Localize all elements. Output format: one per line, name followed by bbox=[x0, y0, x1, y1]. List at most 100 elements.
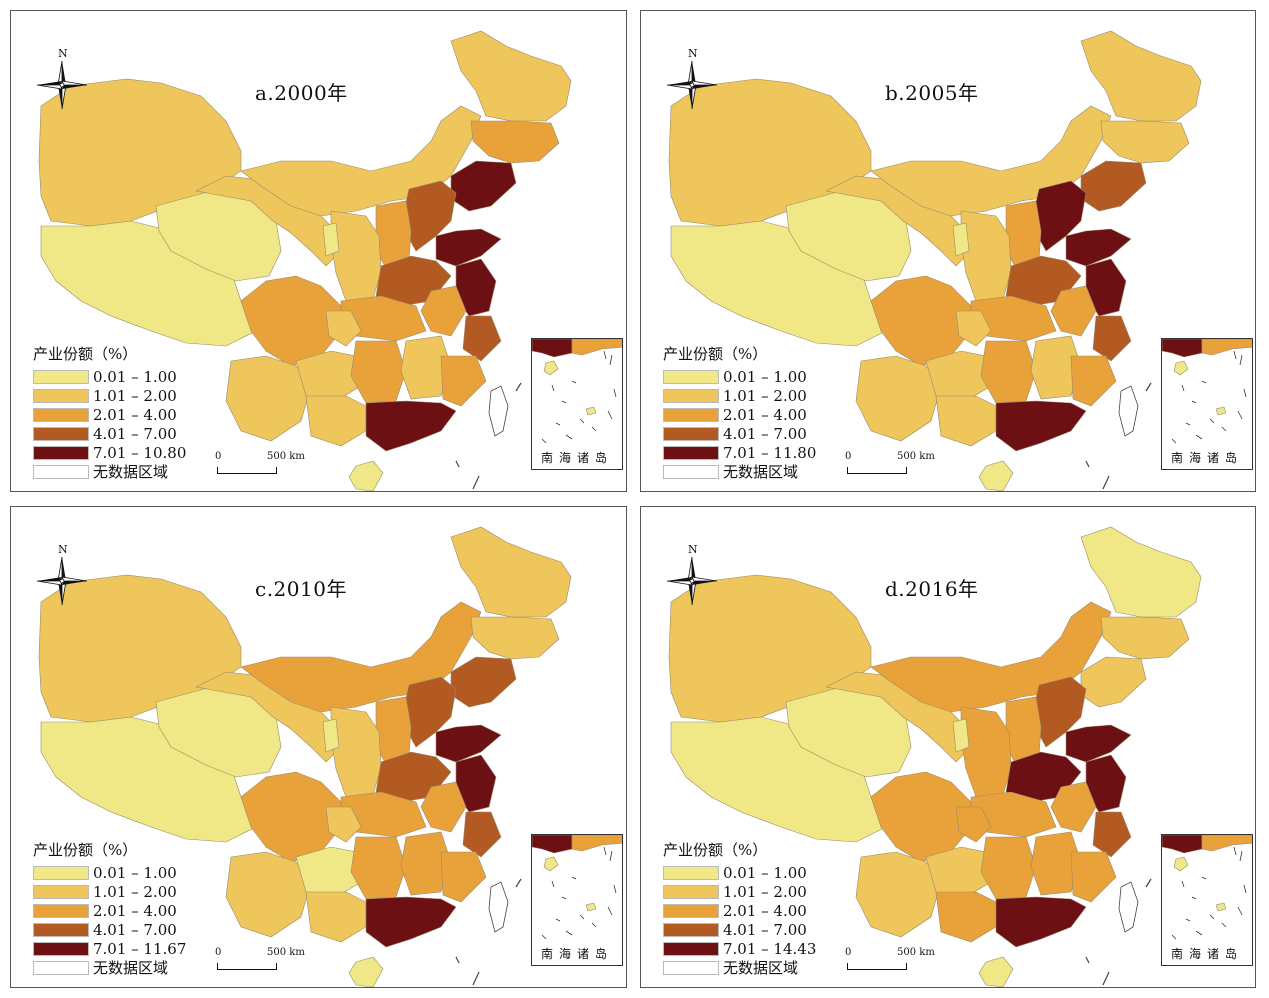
legend-item: 0.01 – 1.00 bbox=[33, 863, 186, 882]
legend-swatch bbox=[33, 426, 89, 441]
legend-label: 无数据区域 bbox=[93, 463, 169, 481]
province-jiangxi bbox=[400, 335, 452, 400]
legend-label: 0.01 – 1.00 bbox=[723, 367, 807, 386]
province-zhejiang bbox=[462, 315, 502, 362]
province-yunnan bbox=[225, 851, 312, 938]
legend-item: 0.01 – 1.00 bbox=[663, 863, 816, 882]
island-mark bbox=[1102, 475, 1110, 490]
province-chongqing bbox=[325, 806, 362, 843]
province-guangxi bbox=[305, 395, 367, 447]
scale-distance: 500 km bbox=[267, 451, 305, 462]
province-taiwan bbox=[488, 385, 509, 437]
island-mark bbox=[515, 878, 522, 888]
china-map bbox=[668, 526, 1202, 987]
scale-zero: 0 bbox=[845, 451, 852, 462]
province-yunnan bbox=[855, 851, 942, 938]
legend-label: 7.01 – 10.80 bbox=[93, 443, 187, 462]
legend-swatch bbox=[33, 903, 89, 918]
scale-distance: 500 km bbox=[267, 947, 305, 958]
province-heilongjiang bbox=[450, 30, 572, 122]
scale-zero: 0 bbox=[845, 947, 852, 958]
province-jilin bbox=[1100, 616, 1190, 660]
province-yunnan bbox=[225, 355, 312, 442]
province-hainan bbox=[348, 460, 384, 491]
legend-label: 无数据区域 bbox=[723, 463, 799, 481]
legend-label: 7.01 – 14.43 bbox=[723, 939, 817, 958]
legend-item: 1.01 – 2.00 bbox=[33, 882, 186, 901]
province-hainan bbox=[348, 956, 384, 987]
scale-distance: 500 km bbox=[897, 947, 935, 958]
province-anhui bbox=[420, 285, 467, 337]
province-ningxia bbox=[322, 222, 340, 257]
legend-item: 1.01 – 2.00 bbox=[663, 882, 816, 901]
legend-item: 4.01 – 7.00 bbox=[33, 424, 186, 443]
legend-label: 0.01 – 1.00 bbox=[93, 367, 177, 386]
legend-label: 2.01 – 4.00 bbox=[723, 405, 807, 424]
north-arrow-icon: N bbox=[667, 543, 717, 607]
province-fujian bbox=[1070, 355, 1117, 407]
map-title: a.2000年 bbox=[255, 81, 348, 105]
legend-swatch bbox=[663, 941, 719, 956]
inset-label: 南海诸岛 bbox=[540, 451, 613, 465]
province-ningxia bbox=[952, 718, 970, 753]
map-panel-c: c.2010年 N 产业份额（%） 0.01 – 1.00 1.01 – 2.00 2.0… bbox=[10, 506, 627, 988]
legend-label: 1.01 – 2.00 bbox=[723, 882, 807, 901]
legend-swatch bbox=[33, 960, 89, 975]
map-panel-a: a.2000年 N 产业份额（%） 0.01 – 1.00 1.01 – 2.00 2.0… bbox=[10, 10, 627, 492]
province-heilongjiang bbox=[1080, 30, 1202, 122]
legend-label: 无数据区域 bbox=[723, 959, 799, 977]
legend-item-nodata: 无数据区域 bbox=[33, 958, 186, 977]
legend-label: 4.01 – 7.00 bbox=[723, 424, 807, 443]
province-hunan bbox=[350, 340, 407, 404]
province-heilongjiang bbox=[450, 526, 572, 618]
legend-label: 7.01 – 11.80 bbox=[723, 443, 817, 462]
province-taiwan bbox=[1118, 881, 1139, 933]
scale-bar: 0 500 km bbox=[845, 451, 955, 479]
legend-swatch bbox=[33, 865, 89, 880]
legend-label: 1.01 – 2.00 bbox=[93, 882, 177, 901]
map-panel-b: b.2005年 N 产业份额（%） 0.01 – 1.00 1.01 – 2.00 2.0… bbox=[640, 10, 1256, 492]
north-label: N bbox=[58, 543, 68, 556]
china-map bbox=[668, 30, 1202, 491]
province-shandong bbox=[435, 228, 502, 267]
legend: 产业份额（%） 0.01 – 1.00 1.01 – 2.00 2.01 – 4.00… bbox=[33, 343, 186, 481]
legend-swatch bbox=[663, 445, 719, 460]
legend-swatch bbox=[33, 884, 89, 899]
legend-item: 4.01 – 7.00 bbox=[663, 424, 816, 443]
province-ningxia bbox=[952, 222, 970, 257]
inset-label: 南海诸岛 bbox=[1170, 947, 1243, 961]
province-taiwan bbox=[488, 881, 509, 933]
scale-bar: 0 500 km bbox=[215, 451, 325, 479]
legend-title: 产业份额（%） bbox=[33, 345, 138, 363]
province-chongqing bbox=[325, 310, 362, 347]
province-guangxi bbox=[935, 395, 997, 447]
legend-item-nodata: 无数据区域 bbox=[663, 462, 816, 481]
legend-label: 4.01 – 7.00 bbox=[93, 920, 177, 939]
province-guangxi bbox=[305, 891, 367, 943]
province-ningxia bbox=[322, 718, 340, 753]
china-map bbox=[38, 526, 572, 987]
province-hainan bbox=[978, 956, 1014, 987]
legend-title: 产业份额（%） bbox=[663, 345, 768, 363]
legend-label: 0.01 – 1.00 bbox=[93, 863, 177, 882]
province-jilin bbox=[470, 616, 560, 660]
legend-swatch bbox=[663, 464, 719, 479]
legend-label: 0.01 – 1.00 bbox=[723, 863, 807, 882]
province-zhejiang bbox=[1092, 811, 1132, 858]
legend-item: 7.01 – 11.67 bbox=[33, 939, 186, 958]
legend-swatch bbox=[33, 407, 89, 422]
inset-label: 南海诸岛 bbox=[1170, 451, 1243, 465]
legend: 产业份额（%） 0.01 – 1.00 1.01 – 2.00 2.01 – 4.00… bbox=[33, 839, 186, 977]
legend-item: 7.01 – 10.80 bbox=[33, 443, 186, 462]
province-liaoning bbox=[450, 160, 517, 212]
map-title: b.2005年 bbox=[885, 81, 979, 105]
province-fujian bbox=[1070, 851, 1117, 903]
legend-title: 产业份额（%） bbox=[663, 841, 768, 859]
legend-item: 1.01 – 2.00 bbox=[33, 386, 186, 405]
province-anhui bbox=[1050, 781, 1097, 833]
map-title: c.2010年 bbox=[255, 577, 347, 601]
province-taiwan bbox=[1118, 385, 1139, 437]
province-shaanxi bbox=[330, 210, 382, 307]
north-label: N bbox=[58, 47, 68, 60]
legend-swatch bbox=[33, 464, 89, 479]
